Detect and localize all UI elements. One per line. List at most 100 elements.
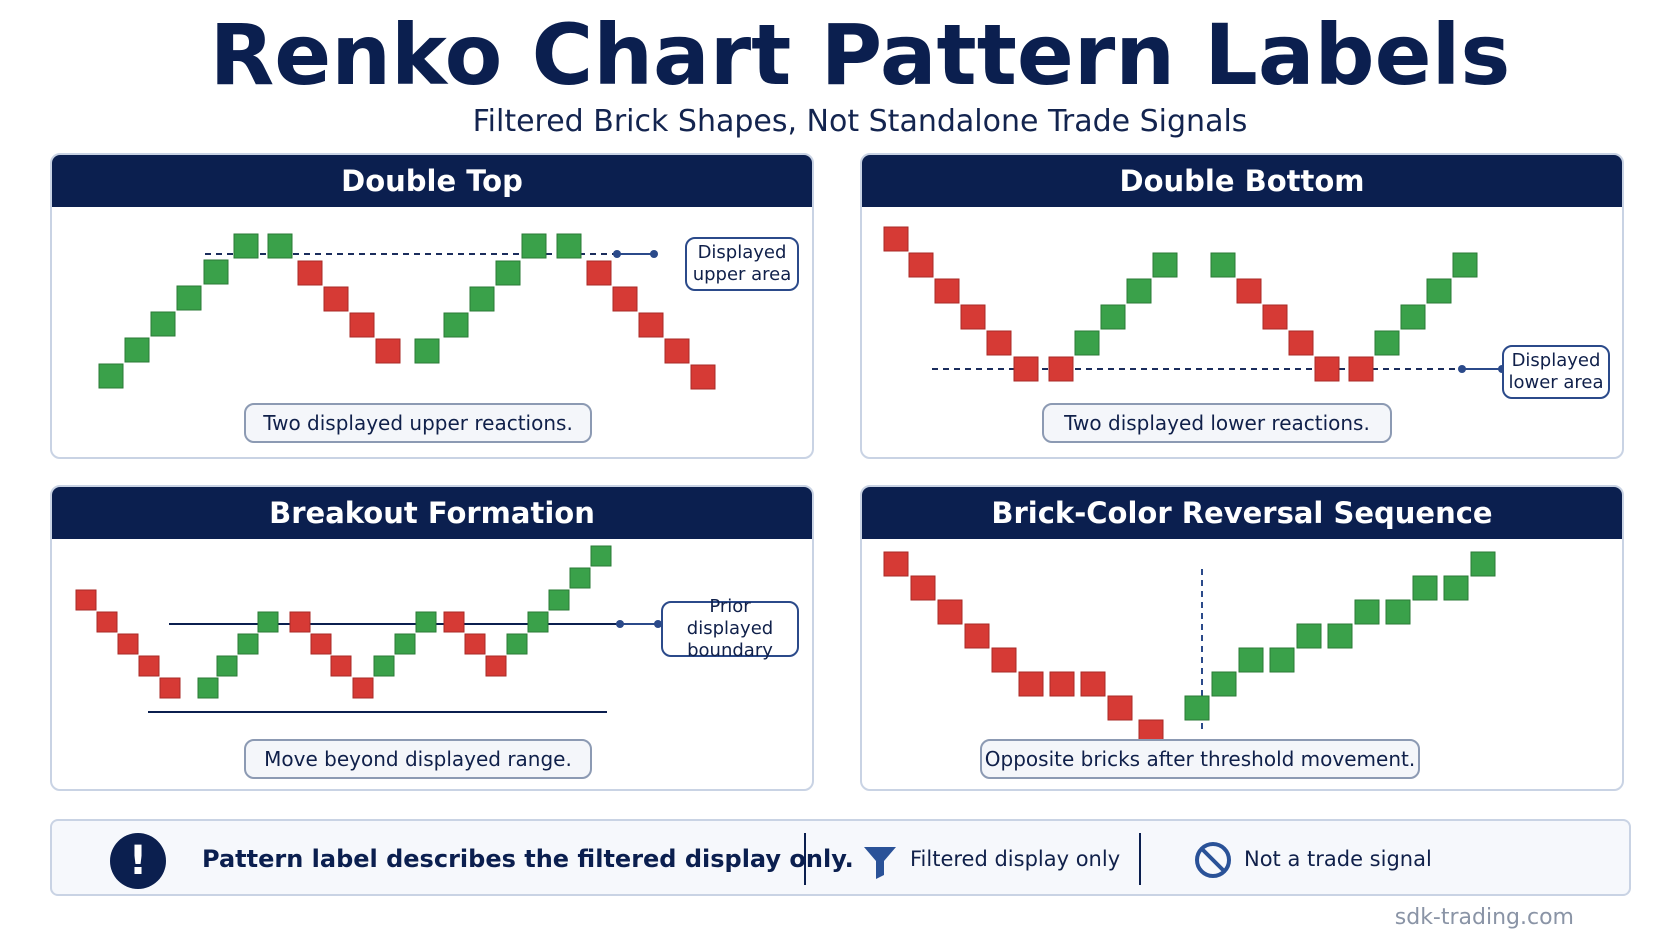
up-brick xyxy=(197,677,219,699)
watermark: sdk-trading.com xyxy=(1394,905,1574,930)
panel-title: Double Bottom xyxy=(862,155,1622,207)
footer-item-not-signal: Not a trade signal xyxy=(1244,847,1432,871)
up-brick xyxy=(124,337,150,363)
prohibited-icon xyxy=(1195,842,1231,878)
down-brick xyxy=(117,633,139,655)
down-brick xyxy=(310,633,332,655)
breakout-diagram xyxy=(75,545,662,713)
down-brick xyxy=(1288,330,1314,356)
down-brick xyxy=(991,647,1017,673)
up-brick xyxy=(267,233,293,259)
up-brick xyxy=(590,545,612,567)
down-brick xyxy=(75,589,97,611)
down-brick xyxy=(323,286,349,312)
panel-title: Double Top xyxy=(52,155,812,207)
caption-pill: Opposite bricks after threshold movement… xyxy=(980,739,1420,779)
panel-reversal-sequence: Brick-Color Reversal Sequence Opposite b… xyxy=(860,485,1624,791)
footer-main-note: Pattern label describes the filtered dis… xyxy=(202,845,854,873)
up-brick xyxy=(469,286,495,312)
down-brick xyxy=(96,611,118,633)
down-brick xyxy=(638,312,664,338)
up-brick xyxy=(1074,330,1100,356)
up-brick xyxy=(1354,599,1380,625)
up-brick xyxy=(569,567,591,589)
double-top-diagram xyxy=(98,233,716,390)
down-brick xyxy=(690,364,716,390)
up-brick xyxy=(1126,278,1152,304)
double-bottom-diagram xyxy=(883,226,1506,382)
up-brick xyxy=(1412,575,1438,601)
up-brick xyxy=(1327,623,1353,649)
down-brick xyxy=(908,252,934,278)
down-brick xyxy=(1048,356,1074,382)
down-brick xyxy=(1080,671,1106,697)
down-brick xyxy=(485,655,507,677)
down-brick xyxy=(883,226,909,252)
up-brick xyxy=(506,633,528,655)
brick-series xyxy=(883,551,1496,745)
down-brick xyxy=(349,312,375,338)
up-brick xyxy=(1385,599,1411,625)
up-brick xyxy=(373,655,395,677)
up-brick xyxy=(1100,304,1126,330)
up-brick xyxy=(203,259,229,285)
down-brick xyxy=(1013,356,1039,382)
brick-series xyxy=(75,545,612,699)
up-brick xyxy=(176,285,202,311)
up-brick xyxy=(443,312,469,338)
exclamation-icon: ! xyxy=(110,833,166,889)
up-brick xyxy=(556,233,582,259)
down-brick xyxy=(986,330,1012,356)
page-title: Renko Chart Pattern Labels xyxy=(209,6,1511,104)
up-brick xyxy=(237,633,259,655)
panel-title: Brick-Color Reversal Sequence xyxy=(862,487,1622,539)
up-brick xyxy=(1238,647,1264,673)
page-subtitle: Filtered Brick Shapes, Not Standalone Tr… xyxy=(472,104,1248,139)
up-brick xyxy=(548,589,570,611)
panel-breakout-formation: Breakout Formation Prior displayed bound… xyxy=(50,485,814,791)
down-brick xyxy=(883,551,909,577)
down-brick xyxy=(138,655,160,677)
divider xyxy=(804,833,806,885)
up-brick xyxy=(394,633,416,655)
divider xyxy=(1139,833,1141,885)
reversal-diagram xyxy=(883,551,1496,745)
filter-icon xyxy=(864,847,896,879)
down-brick xyxy=(297,260,323,286)
panel-double-bottom: Double Bottom Displayed lower area Two d… xyxy=(860,153,1624,459)
up-brick xyxy=(527,611,549,633)
down-brick xyxy=(937,599,963,625)
up-brick xyxy=(414,338,440,364)
up-brick xyxy=(1426,278,1452,304)
up-brick xyxy=(1400,304,1426,330)
down-brick xyxy=(1049,671,1075,697)
down-brick xyxy=(586,260,612,286)
callout-upper-area: Displayed upper area xyxy=(685,237,799,291)
down-brick xyxy=(464,633,486,655)
up-brick xyxy=(1452,252,1478,278)
down-brick xyxy=(910,575,936,601)
down-brick xyxy=(1314,356,1340,382)
down-brick xyxy=(289,611,311,633)
up-brick xyxy=(1443,575,1469,601)
brick-series xyxy=(883,226,1478,382)
caption-pill: Two displayed upper reactions. xyxy=(244,403,592,443)
up-brick xyxy=(1296,623,1322,649)
up-brick xyxy=(216,655,238,677)
down-brick xyxy=(352,677,374,699)
down-brick xyxy=(1107,695,1133,721)
down-brick xyxy=(443,611,465,633)
up-brick xyxy=(1210,252,1236,278)
callout-prior-boundary: Prior displayed boundary xyxy=(661,596,799,661)
up-brick xyxy=(257,611,279,633)
down-brick xyxy=(1348,356,1374,382)
down-brick xyxy=(612,286,638,312)
down-brick xyxy=(1236,278,1262,304)
footer-bar: ! Pattern label describes the filtered d… xyxy=(50,819,1631,896)
up-brick xyxy=(233,233,259,259)
up-brick xyxy=(1374,330,1400,356)
up-brick xyxy=(1470,551,1496,577)
up-brick xyxy=(415,611,437,633)
down-brick xyxy=(159,677,181,699)
footer-item-filtered: Filtered display only xyxy=(910,847,1121,871)
